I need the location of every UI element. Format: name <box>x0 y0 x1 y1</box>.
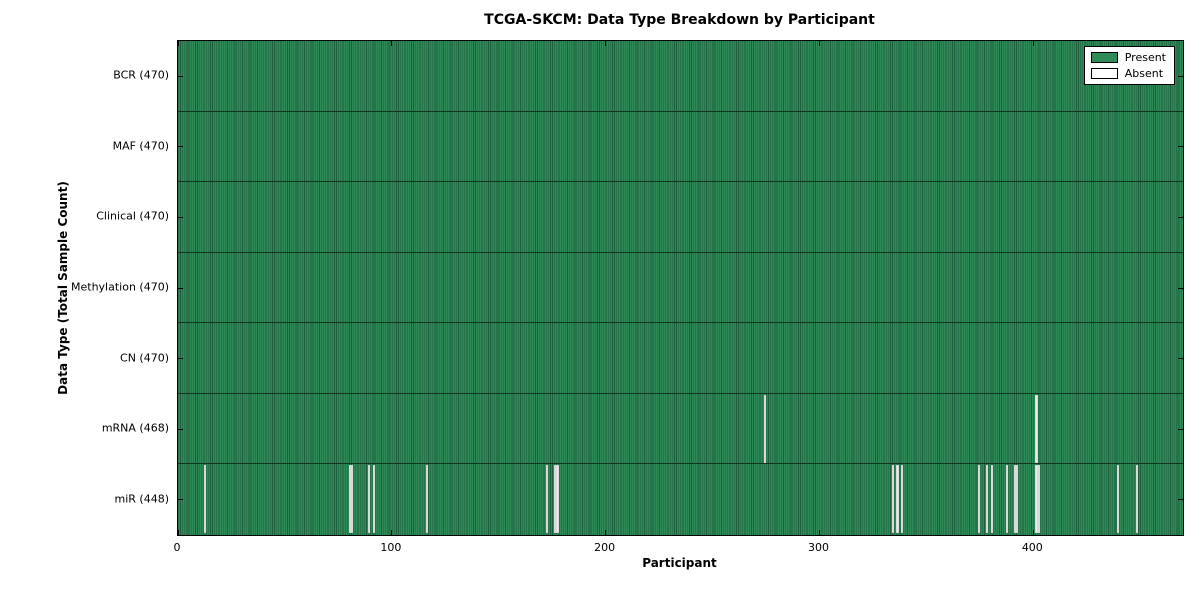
xtick-label-0: 0 <box>173 541 181 554</box>
absent-stripe-miR-391 <box>1014 465 1017 534</box>
xtick-label-400: 400 <box>1021 541 1043 554</box>
absent-stripe-miR-12 <box>203 465 206 534</box>
ytick-label-Methylation: Methylation (470) <box>71 280 169 294</box>
row-band-Clinical <box>178 182 1183 253</box>
bottom-tick-x100 <box>391 530 393 535</box>
left-tick-Methylation <box>178 287 183 289</box>
legend-entry-present: Present <box>1090 51 1166 64</box>
row-band-Methylation <box>178 252 1183 324</box>
absent-stripe-miR-334 <box>892 465 895 534</box>
x-axis-label: Participant <box>642 556 717 570</box>
absent-stripe-miR-176 <box>554 465 557 534</box>
plot-area: Present Absent <box>177 40 1184 536</box>
absent-stripe-miR-380 <box>990 465 993 534</box>
ytick-label-MAF: MAF (470) <box>112 139 169 153</box>
right-tick-Clinical <box>1178 216 1183 218</box>
row-band-MAF <box>178 111 1183 183</box>
ytick-label-CN: CN (470) <box>120 351 169 365</box>
legend-label-absent: Absent <box>1124 67 1164 80</box>
top-tick-x100 <box>391 41 393 46</box>
ytick-label-Clinical: Clinical (470) <box>96 209 169 223</box>
xtick-label-100: 100 <box>380 541 402 554</box>
legend-entry-absent: Absent <box>1090 67 1166 80</box>
legend-label-present: Present <box>1124 51 1166 64</box>
row-band-CN <box>178 323 1183 394</box>
right-tick-mRNA <box>1178 428 1183 430</box>
xtick-label-200: 200 <box>594 541 616 554</box>
absent-stripe-miR-336 <box>896 465 899 534</box>
absent-stripe-miR-89 <box>368 465 371 534</box>
absent-stripe-miR-80 <box>349 465 352 534</box>
absent-stripe-miR-402 <box>1037 465 1040 534</box>
absent-stripe-miR-177 <box>556 465 559 534</box>
right-tick-CN <box>1178 358 1183 360</box>
absent-stripe-miR-401 <box>1035 465 1038 534</box>
xtick-label-300: 300 <box>807 541 829 554</box>
absent-stripe-miR-172 <box>545 465 548 534</box>
left-tick-CN <box>178 358 183 360</box>
absent-stripe-miR-338 <box>900 465 903 534</box>
y-axis-label: Data Type (Total Sample Count) <box>56 181 70 395</box>
row-band-BCR <box>178 41 1183 112</box>
absent-stripe-miR-387 <box>1005 465 1008 534</box>
bottom-tick-x0 <box>177 530 179 535</box>
absent-stripe-mRNA-274 <box>763 394 767 463</box>
left-tick-Clinical <box>178 216 183 218</box>
left-tick-MAF <box>178 146 183 148</box>
ytick-label-BCR: BCR (470) <box>113 68 169 82</box>
absent-stripe-miR-81 <box>351 465 354 534</box>
top-tick-x200 <box>605 41 607 46</box>
bottom-tick-x300 <box>818 530 820 535</box>
legend: Present Absent <box>1083 46 1175 85</box>
right-tick-Methylation <box>1178 287 1183 289</box>
left-tick-miR <box>178 499 183 501</box>
right-tick-miR <box>1178 499 1183 501</box>
top-tick-x300 <box>818 41 820 46</box>
absent-stripe-miR-448 <box>1135 465 1139 534</box>
present-swatch-icon <box>1090 52 1118 63</box>
ytick-label-mRNA: mRNA (468) <box>101 421 169 435</box>
top-tick-x0 <box>177 41 179 46</box>
bottom-tick-x200 <box>605 530 607 535</box>
absent-stripe-miR-116 <box>426 465 429 534</box>
absent-stripe-miR-91 <box>372 465 375 534</box>
absent-swatch-icon <box>1090 68 1118 79</box>
bottom-tick-x400 <box>1032 530 1034 535</box>
left-tick-mRNA <box>178 428 183 430</box>
right-tick-BCR <box>1178 75 1183 77</box>
absent-stripe-mRNA-401 <box>1035 394 1038 463</box>
chart-title: TCGA-SKCM: Data Type Breakdown by Partic… <box>484 12 875 28</box>
right-tick-MAF <box>1178 146 1183 148</box>
absent-stripe-miR-392 <box>1016 465 1019 534</box>
row-band-miR <box>178 464 1183 535</box>
left-tick-BCR <box>178 75 183 77</box>
row-band-mRNA <box>178 393 1183 465</box>
absent-stripe-miR-439 <box>1116 465 1119 534</box>
absent-stripe-miR-374 <box>977 465 980 534</box>
ytick-label-miR: miR (448) <box>114 492 170 506</box>
absent-stripe-miR-378 <box>986 465 989 534</box>
top-tick-x400 <box>1032 41 1034 46</box>
